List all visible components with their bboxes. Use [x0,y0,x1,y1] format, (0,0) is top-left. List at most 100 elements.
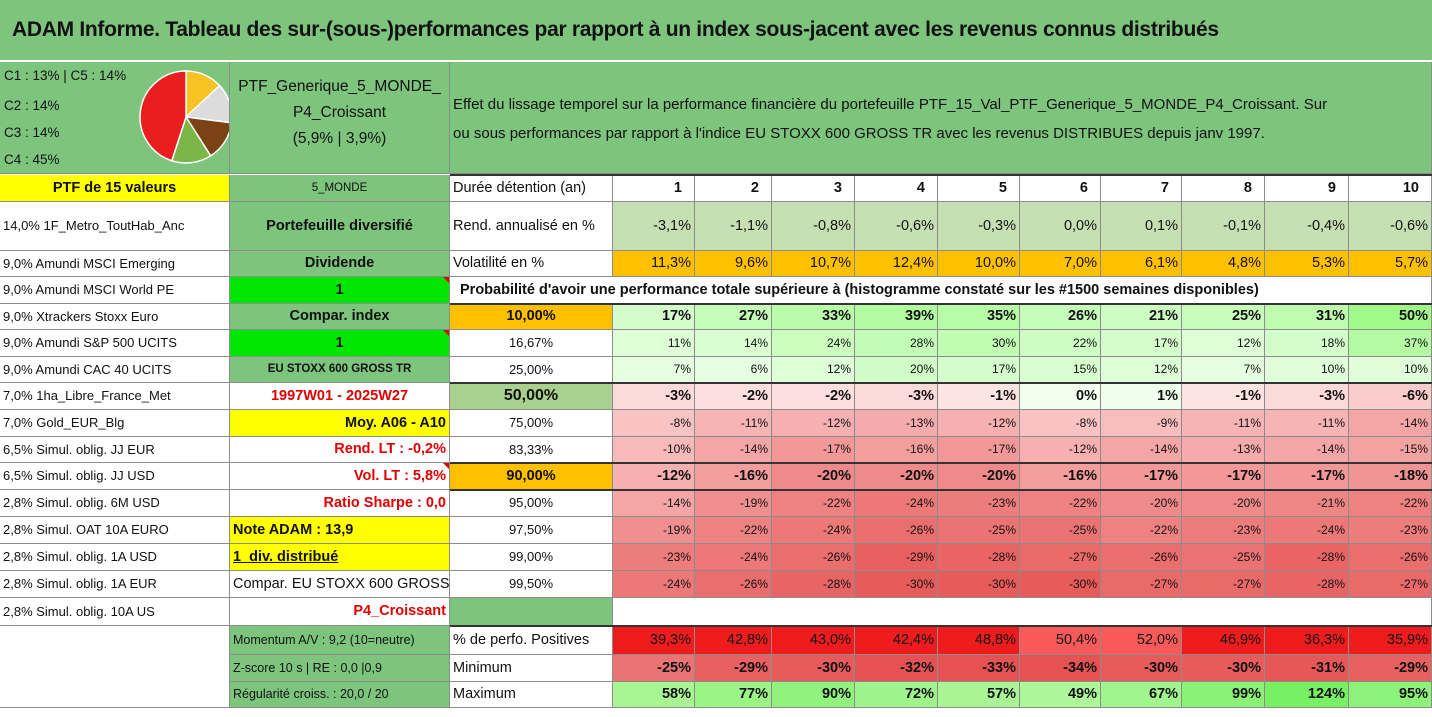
quantile-7-year-5: -20% [938,463,1020,490]
vol-value-3: 10,7% [772,251,855,277]
positives-value-9: 36,3% [1265,626,1349,655]
quantile-8-year-4: -24% [855,490,938,517]
positives-value-6: 50,4% [1020,626,1101,655]
quantile-2-year-8: 12% [1182,330,1265,357]
effect-description: Effet du lissage temporel sur la perform… [450,62,1432,174]
info-cell-14: Compar. EU STOXX 600 GROSS TR [230,571,450,598]
quantile-6-year-7: -14% [1101,437,1182,463]
quantile-11-year-3: -28% [772,571,855,598]
quantile-5-year-6: -8% [1020,410,1101,437]
quantile-2-year-7: 17% [1101,330,1182,357]
quantile-5-year-5: -12% [938,410,1020,437]
positives-value-8: 46,9% [1182,626,1265,655]
year-header-2: 2 [695,175,772,202]
quantile-1-year-4: 39% [855,304,938,330]
quantile-11-year-1: -24% [613,571,695,598]
comment-marker-icon [443,277,449,283]
info-cell-5: 1 [230,330,450,357]
positives-value-2: 42,8% [695,626,772,655]
quantile-9-year-4: -26% [855,517,938,544]
quantile-9-year-7: -22% [1101,517,1182,544]
maximum-value-3: 90% [772,682,855,708]
rend-label: Rend. annualisé en % [450,202,613,251]
quantile-4-year-8: -1% [1182,383,1265,410]
quantile-label-7: 90,00% [450,463,613,490]
quantile-11-year-6: -30% [1020,571,1101,598]
quantile-10-year-10: -26% [1349,544,1432,571]
minimum-value-10: -29% [1349,655,1432,682]
rend-value-6: 0,0% [1020,202,1101,251]
info-cell-1: Portefeuille diversifié [230,202,450,251]
footer-info-1: Momentum A/V : 9,2 (10=neutre) [230,626,450,655]
quantile-8-year-3: -22% [772,490,855,517]
quantile-1-year-10: 50% [1349,304,1432,330]
vol-label: Volatilité en % [450,251,613,277]
quantile-5-year-1: -8% [613,410,695,437]
quantile-11-year-4: -30% [855,571,938,598]
vol-value-4: 12,4% [855,251,938,277]
minimum-value-7: -30% [1101,655,1182,682]
quantile-1-year-6: 26% [1020,304,1101,330]
quantile-label-8: 95,00% [450,490,613,517]
quantile-7-year-1: -12% [613,463,695,490]
vol-value-6: 7,0% [1020,251,1101,277]
quantile-11-year-7: -27% [1101,571,1182,598]
holdings-footer-blank [0,626,230,708]
quantile-2-year-1: 11% [613,330,695,357]
quantile-1-year-5: 35% [938,304,1020,330]
rend-value-9: -0,4% [1265,202,1349,251]
quantile-label-2: 16,67% [450,330,613,357]
quantile-10-year-4: -29% [855,544,938,571]
pie-slice-c2 [184,84,229,124]
quantile-6-year-3: -17% [772,437,855,463]
info-cell-12: Note ADAM : 13,9 [230,517,450,544]
comment-marker-icon [443,330,449,336]
info-cell-13: 1_div. distribué [230,544,450,571]
holding-period-label: Durée détention (an) [450,175,613,202]
quantile-10-year-7: -26% [1101,544,1182,571]
separator-line-1 [450,174,1432,176]
info-cell-3: 1 [230,277,450,304]
quantile-10-year-8: -25% [1182,544,1265,571]
info-cell-8: Moy. A06 - A10 [230,410,450,437]
vol-value-1: 11,3% [613,251,695,277]
comment-marker-icon [443,463,449,469]
maximum-value-2: 77% [695,682,772,708]
quantile-9-year-2: -22% [695,517,772,544]
quantile-5-year-9: -11% [1265,410,1349,437]
quantile-3-year-6: 15% [1020,357,1101,383]
ptf-count-label: PTF de 15 valeurs [0,175,230,202]
quantile-8-year-6: -22% [1020,490,1101,517]
quantile-11-year-5: -30% [938,571,1020,598]
quantile-5-year-4: -13% [855,410,938,437]
quantile-9-year-8: -23% [1182,517,1265,544]
quantile-9-year-9: -24% [1265,517,1349,544]
info-cell-10: Vol. LT : 5,8% [230,463,450,490]
quantile-6-year-10: -15% [1349,437,1432,463]
quantile-1-year-8: 25% [1182,304,1265,330]
separator-line-2 [450,303,1432,305]
positives-value-1: 39,3% [613,626,695,655]
quantile-9-year-10: -23% [1349,517,1432,544]
quantile-10-year-9: -28% [1265,544,1349,571]
quantile-11-year-2: -26% [695,571,772,598]
minimum-value-1: -25% [613,655,695,682]
maximum-value-4: 72% [855,682,938,708]
vol-value-10: 5,7% [1349,251,1432,277]
year-header-7: 7 [1101,175,1182,202]
quantile-5-year-10: -14% [1349,410,1432,437]
quantile-4-year-5: -1% [938,383,1020,410]
quantile-7-year-6: -16% [1020,463,1101,490]
vol-value-8: 4,8% [1182,251,1265,277]
quantile-11-year-10: -27% [1349,571,1432,598]
effect-line1: Effet du lissage temporel sur la perform… [453,96,1328,113]
quantile-2-year-4: 28% [855,330,938,357]
quantile-3-year-9: 10% [1265,357,1349,383]
allocation-pie-chart [139,70,229,164]
info-cell-2: Dividende [230,251,450,277]
rend-value-8: -0,1% [1182,202,1265,251]
positives-value-4: 42,4% [855,626,938,655]
info-cell-7: 1997W01 - 2025W27 [230,383,450,410]
quantile-8-year-8: -20% [1182,490,1265,517]
quantile-6-year-1: -10% [613,437,695,463]
